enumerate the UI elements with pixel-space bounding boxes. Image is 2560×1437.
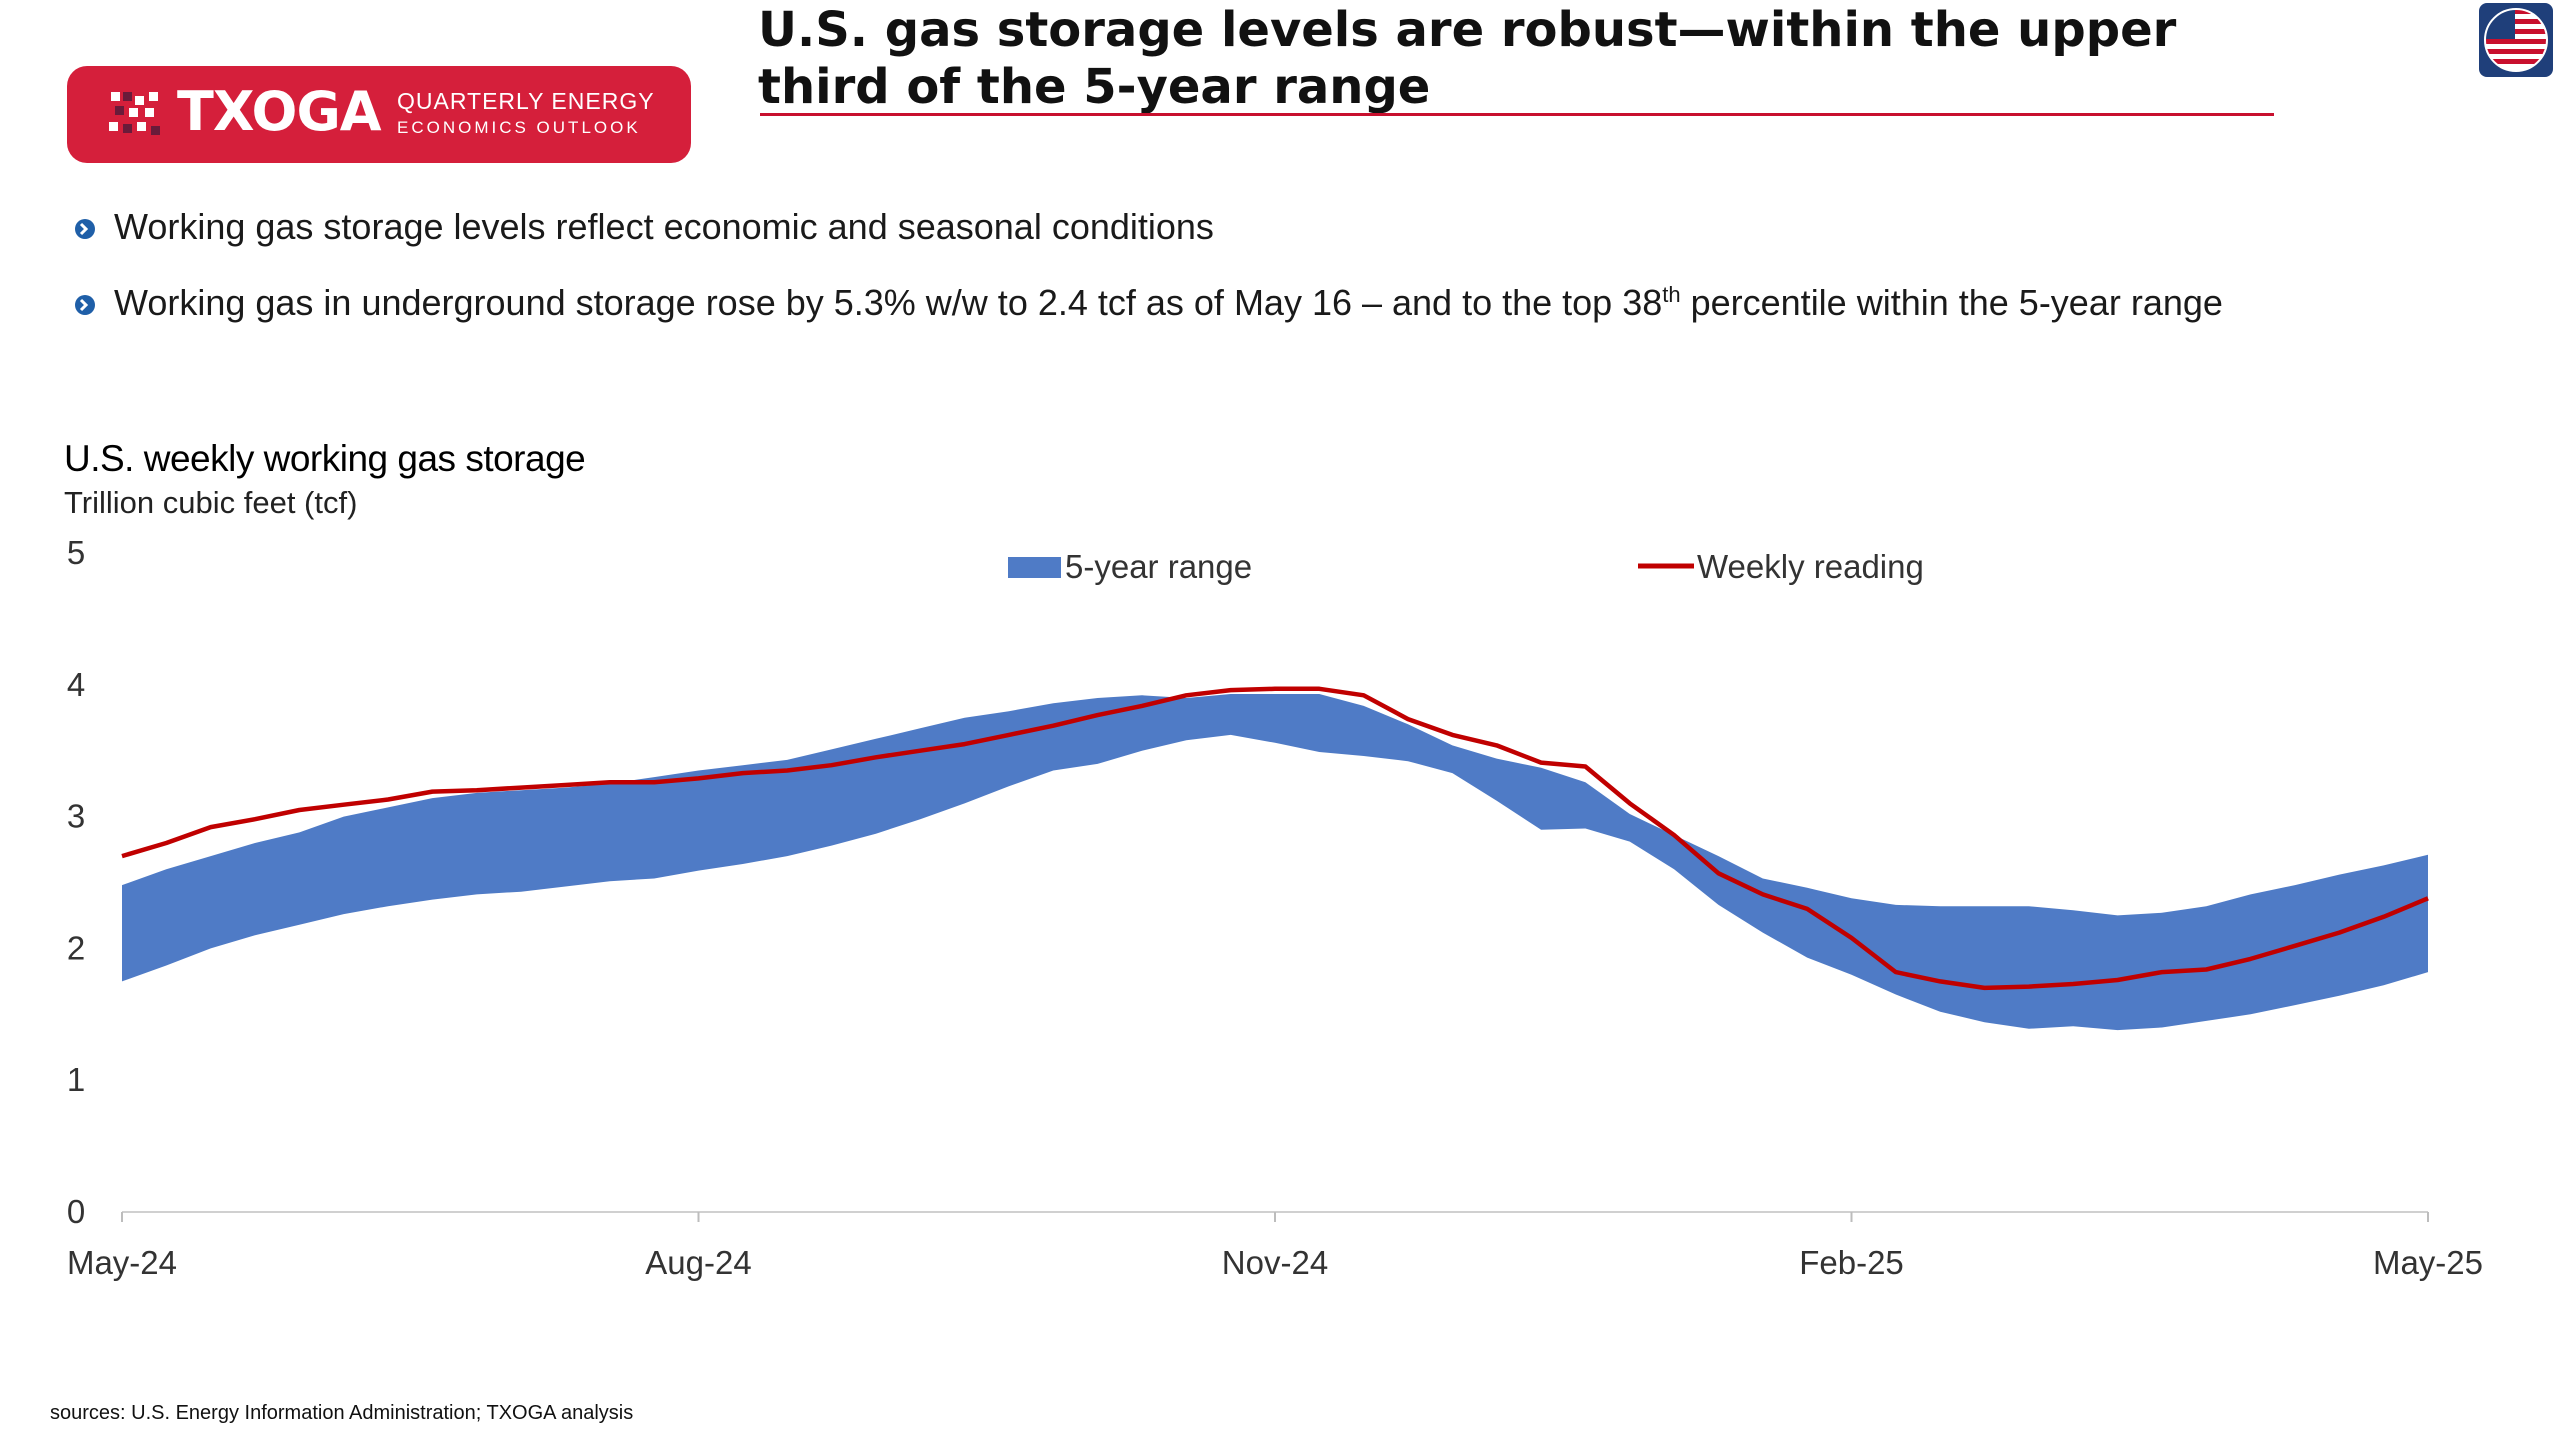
gas-storage-chart: May-24 Aug-24 Nov-24 Feb-25 May-25 0 1 2 3 4 5 5-ye… (67, 534, 2483, 1281)
title-underline (760, 113, 2274, 116)
x-tick-label: Nov-24 (1222, 1244, 1328, 1281)
y-tick-label: 5 (67, 534, 85, 571)
bullet-superscript: th (1662, 282, 1681, 307)
bullet-text: Working gas storage levels reflect econo… (114, 206, 1214, 247)
txoga-mark-icon (109, 92, 160, 135)
title-line-2: third of the 5-year range (758, 59, 1431, 115)
chart-unit-label: Trillion cubic feet (tcf) (64, 485, 358, 520)
weekly-reading-line (121, 686, 2429, 991)
logo-tagline-2: ECONOMICS OUTLOOK (397, 118, 641, 137)
x-tick-label: Feb-25 (1799, 1244, 1904, 1281)
bullet-text: Working gas in underground storage rose … (114, 282, 2223, 324)
title-line-1: U.S. gas storage levels are robust—withi… (758, 2, 2177, 58)
legend-label-range: 5-year range (1065, 548, 1252, 585)
source-note: sources: U.S. Energy Information Adminis… (50, 1402, 634, 1424)
logo-tagline-1: QUARTERLY ENERGY (397, 88, 655, 114)
legend-swatch-range (1008, 557, 1061, 578)
bullet-text-before: Working gas in underground storage rose … (114, 282, 1663, 323)
y-tick-label: 3 (67, 798, 85, 835)
txoga-logo: TXOGA QUARTERLY ENERGY ECONOMICS OUTLOOK (67, 66, 691, 163)
x-tick-label: May-24 (67, 1244, 177, 1281)
y-tick-label: 4 (67, 666, 85, 703)
logo-name: TXOGA (177, 80, 382, 143)
x-tick-label: Aug-24 (645, 1244, 751, 1281)
five-year-range-band (122, 694, 2428, 1031)
chart-title: U.S. weekly working gas storage (64, 438, 586, 479)
legend-label-weekly: Weekly reading (1697, 548, 1924, 585)
chevron-right-icon (75, 219, 95, 239)
x-tick-label: May-25 (2373, 1244, 2483, 1281)
us-flag-icon (2479, 3, 2553, 77)
y-tick-label: 1 (67, 1061, 85, 1098)
y-tick-label: 2 (67, 929, 85, 966)
page-title: U.S. gas storage levels are robust—withi… (758, 2, 2278, 116)
y-tick-label: 0 (67, 1193, 85, 1230)
chevron-right-icon (75, 295, 95, 315)
bullet-text-after: percentile within the 5-year range (1680, 282, 2223, 323)
